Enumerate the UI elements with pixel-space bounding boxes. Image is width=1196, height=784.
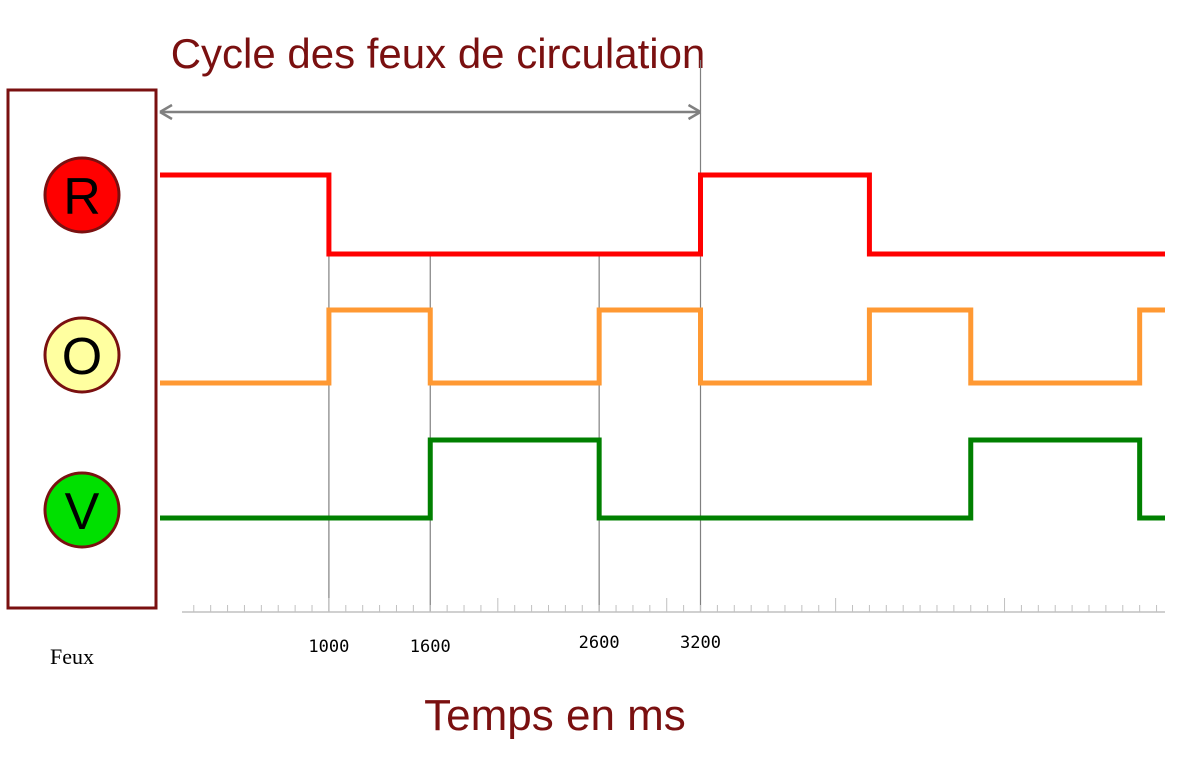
signal-trace-r <box>160 172 1165 257</box>
lights-box <box>6 88 158 610</box>
lamp-letter: O <box>62 328 102 386</box>
time-tick-labels: 1000 1600 2600 3200 <box>308 633 721 657</box>
lamp-letter: R <box>63 168 101 226</box>
lamp-r: R <box>43 156 121 234</box>
tick-label: 1600 <box>410 637 451 657</box>
chart-title: Cycle des feux de circulation <box>171 30 706 77</box>
signal-trace-v <box>160 437 1165 521</box>
tick-label: 2600 <box>579 633 620 653</box>
lamps-group: R O V <box>43 156 121 549</box>
x-axis-label: Temps en ms <box>424 691 686 740</box>
lamp-circle <box>43 156 121 234</box>
arrow-head-right <box>687 103 702 121</box>
tick-label: 3200 <box>680 633 721 653</box>
signal-traces <box>160 172 1165 521</box>
lights-label: Feux <box>50 644 94 669</box>
guide-lines <box>328 60 702 612</box>
lamp-v: V <box>43 471 121 549</box>
lamp-letter: V <box>65 483 100 541</box>
signal-trace-o <box>160 307 1165 386</box>
lamp-circle <box>43 471 121 549</box>
tick-label: 1000 <box>308 637 349 657</box>
arrow-head-left <box>159 103 173 121</box>
lamp-o: O <box>43 316 121 394</box>
lamp-circle <box>43 316 121 394</box>
cycle-span-arrow <box>159 103 702 121</box>
time-axis <box>182 598 1165 613</box>
